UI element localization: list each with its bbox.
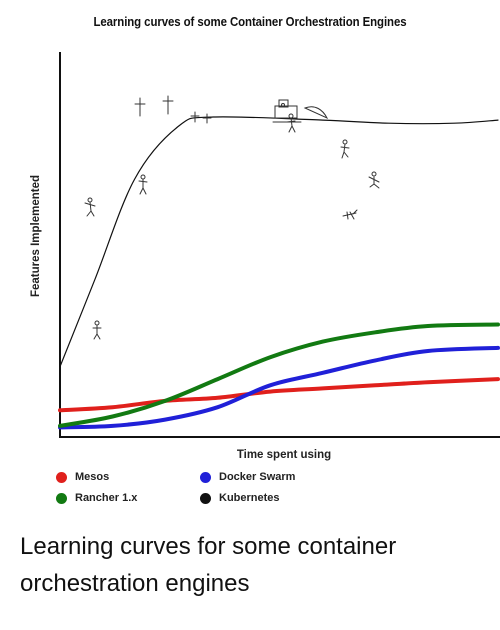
stick-figure-icon: [368, 171, 380, 189]
legend-label: Rancher 1.x: [75, 492, 138, 504]
flag-icon: [134, 97, 146, 117]
chart-plot-area: [58, 52, 500, 438]
series-layer: [58, 116, 500, 430]
flag-icon: [162, 95, 174, 115]
series-line-kubernetes: [59, 116, 499, 368]
stick-figure-icon: [340, 139, 350, 159]
legend-item-mesos: Mesos: [56, 471, 109, 483]
legend-swatch-rancher: [56, 492, 67, 504]
legend-item-docker-swarm: Docker Swarm: [200, 471, 295, 483]
stick-figure-icon: [286, 113, 296, 133]
legend-label: Docker Swarm: [219, 471, 296, 483]
stick-figure-icon: [342, 209, 358, 220]
series-line-mesos: [58, 377, 500, 413]
series-line-rancher-1-x: [58, 322, 500, 428]
axes: [59, 52, 500, 438]
legend-item-rancher: Rancher 1.x: [56, 492, 137, 504]
legend-label: Mesos: [75, 471, 110, 483]
legend-swatch-docker-swarm: [200, 471, 211, 483]
legend-swatch-kubernetes: [200, 492, 211, 504]
stick-figure-icon: [84, 197, 96, 217]
x-axis-label: Time spent using: [236, 449, 332, 461]
legend-swatch-mesos: [56, 471, 67, 483]
bulldozer-icon: [272, 99, 329, 123]
stick-figure-icon: [138, 174, 148, 195]
legend-label: Kubernetes: [219, 492, 280, 504]
cliff-doodle: [84, 95, 380, 340]
caption: Learning curves for some container orche…: [20, 533, 397, 597]
flag-icon: [190, 111, 200, 123]
series-line-docker-swarm: [58, 345, 500, 430]
stick-figure-icon: [92, 320, 102, 340]
legend-item-kubernetes: Kubernetes: [200, 492, 280, 504]
chart-title: Learning curves of some Container Orches…: [93, 14, 407, 29]
flag-icon: [202, 113, 212, 124]
